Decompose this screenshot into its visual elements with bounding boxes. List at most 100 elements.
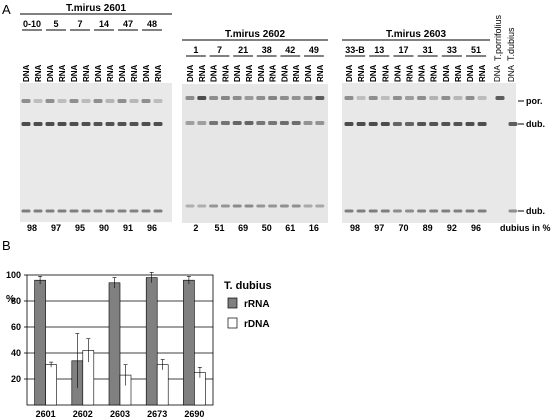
percent-value: 91: [123, 223, 133, 233]
lane-label: RNA: [154, 64, 163, 82]
x-tick-label: 2690: [184, 409, 204, 419]
gel-band-dub-lower: [45, 209, 55, 213]
y-tick-label: 60: [11, 322, 21, 332]
gel-band-dub-lower: [69, 209, 79, 213]
gel-group-label: 51: [471, 45, 481, 55]
gel-band-dub-lower: [57, 209, 67, 213]
gel-band-por: [45, 99, 55, 103]
gel-band-por: [232, 96, 242, 100]
lane-label: DNA: [118, 64, 127, 82]
gel-band-dub-lower: [105, 209, 115, 213]
lane-label: RNA: [430, 64, 439, 82]
gel-band-dub: [105, 122, 115, 126]
gel-group-label: 13: [374, 45, 384, 55]
gel-band-dub: [209, 121, 219, 125]
lane-label: RNA: [34, 64, 43, 82]
control-lane-porrifolius: DNA: [493, 64, 502, 82]
lane-label: DNA: [466, 64, 475, 82]
gel-group-label: 21: [238, 45, 248, 55]
gel-band-dub-lower: [368, 209, 378, 213]
lane-label: DNA: [345, 64, 354, 82]
gel-band-por: [441, 96, 451, 100]
gel-band-dub: [93, 122, 103, 126]
band-markers: por. dub. dub.: [518, 96, 545, 216]
gel-band-dub-lower: [244, 204, 254, 208]
gel-band-dub: [477, 122, 487, 126]
lane-label: DNA: [186, 64, 195, 82]
gel-band-dub: [141, 122, 151, 126]
gel-band-por: [105, 99, 115, 103]
lane-label: RNA: [292, 64, 301, 82]
bar-chart: 20 40 60 80 100 2601 2602 2603 2673 2690: [6, 270, 214, 419]
gel-band-dub-lower: [453, 209, 463, 213]
gel-band-dub-lower: [185, 204, 195, 208]
percent-value: 50: [262, 223, 272, 233]
gel-2602-image: [182, 84, 328, 223]
gel-band-dub: [405, 122, 414, 126]
gel-group-label: 1: [193, 45, 198, 55]
gel-band-dub: [441, 122, 451, 126]
bar-rrna: [183, 279, 195, 406]
gel-band-dub-lower: [256, 204, 266, 208]
gel-band-dub: [45, 122, 55, 126]
gel-band-dub-lower: [303, 204, 313, 208]
control-band: [495, 96, 505, 100]
lane-label: DNA: [94, 64, 103, 82]
gel-band-dub: [69, 122, 79, 126]
gel-band-por: [303, 96, 313, 100]
gel-band-dub-lower: [279, 204, 289, 208]
gel-band-por: [256, 96, 266, 100]
gel-band-por: [477, 96, 487, 100]
gel-band-por: [417, 96, 427, 100]
bar-rrna: [34, 279, 46, 406]
y-tick-label: 20: [11, 374, 21, 384]
gel-band-por: [209, 96, 219, 100]
gel-band-dub: [279, 121, 289, 125]
gel-band-dub-lower: [141, 209, 151, 213]
lane-label: RNA: [245, 64, 254, 82]
gel-group-label: 31: [423, 45, 433, 55]
lane-label: RNA: [269, 64, 278, 82]
gel-band-dub-lower: [81, 209, 91, 213]
gel-band-por: [279, 96, 289, 100]
x-tick-label: 2673: [147, 409, 167, 419]
lane-label: RNA: [221, 64, 230, 82]
percent-value: 89: [423, 223, 433, 233]
gel-band-dub: [465, 122, 475, 126]
gel-band-por: [57, 99, 67, 103]
gel-band-por: [185, 96, 195, 100]
gel-band-dub: [220, 121, 230, 125]
gel-group-label: 42: [285, 45, 295, 55]
gel-2601-image: [20, 83, 172, 222]
gel-band-dub: [368, 122, 378, 126]
percent-value: 96: [471, 223, 481, 233]
gel-band-dub: [291, 121, 301, 125]
gel-band-dub-lower: [392, 209, 402, 213]
lane-label: RNA: [130, 64, 139, 82]
gel-band-dub: [256, 121, 266, 125]
gel-band-por: [21, 99, 31, 103]
legend-swatch-rdna: [227, 317, 238, 329]
gel-band-por: [129, 99, 139, 103]
control-band-lower: [508, 209, 518, 213]
gel-band-dub: [356, 122, 366, 126]
gel-group-label: 48: [147, 19, 157, 29]
bar-rrna: [145, 277, 158, 406]
gel-band-dub: [392, 122, 402, 126]
gel-band-por: [93, 99, 103, 103]
percent-value: 92: [447, 223, 457, 233]
gel-group-label: 33: [447, 45, 457, 55]
gel-band-por: [368, 96, 378, 100]
gel-band-dub-lower: [429, 209, 439, 213]
lane-label: DNA: [70, 64, 79, 82]
lane-label: DNA: [369, 64, 378, 82]
legend-swatch-rrna: [227, 297, 238, 309]
gel-group-label: 49: [309, 45, 319, 55]
control-label-dubius: T.dubius: [506, 27, 516, 61]
gel-band-por: [405, 96, 414, 100]
gel-group-label: 38: [262, 45, 272, 55]
lane-label: RNA: [381, 64, 390, 82]
gel-band-dub-lower: [441, 209, 451, 213]
gel-band-dub: [268, 121, 278, 125]
